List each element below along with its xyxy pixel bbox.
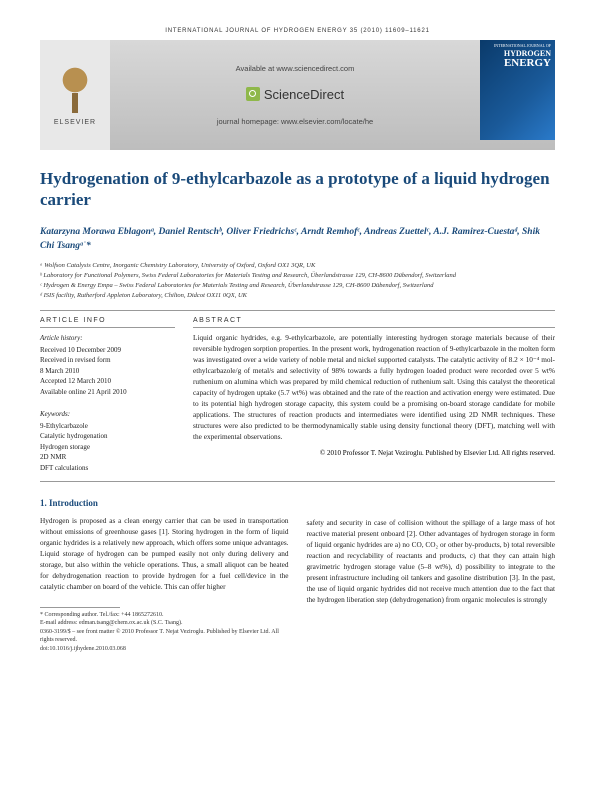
history-revised-2: 8 March 2010 [40,366,175,377]
intro-col1: Hydrogen is proposed as a clean energy c… [40,516,289,593]
corresponding-author: * Corresponding author. Tel./fax: +44 18… [40,611,289,619]
sciencedirect-logo: ScienceDirect [246,87,344,102]
sciencedirect-icon [246,87,260,101]
keyword-1: 9-Ethylcarbazole [40,421,175,432]
keyword-5: DFT calculations [40,463,175,474]
history-revised-1: Received in revised form [40,355,175,366]
article-history: Article history: Received 10 December 20… [40,333,175,397]
elsevier-label: ELSEVIER [54,119,96,126]
elsevier-logo: ELSEVIER [40,40,110,150]
divider [40,481,555,482]
abstract-label: ABSTRACT [193,317,555,328]
running-head: INTERNATIONAL JOURNAL OF HYDROGEN ENERGY… [40,28,555,34]
footnotes: * Corresponding author. Tel./fax: +44 18… [40,611,289,653]
cover-pretitle: INTERNATIONAL JOURNAL OF [484,44,551,48]
history-accepted: Accepted 12 March 2010 [40,376,175,387]
article-info-label: ARTICLE INFO [40,317,175,328]
intro-col2: safety and security in case of collision… [307,518,556,606]
keyword-2: Catalytic hydrogenation [40,431,175,442]
authors: Katarzyna Morawa Eblagonᵃ, Daniel Rentsc… [40,225,555,254]
history-online: Available online 21 April 2010 [40,387,175,398]
divider [40,310,555,311]
cover-title-2: ENERGY [484,58,551,69]
journal-homepage[interactable]: journal homepage: www.elsevier.com/locat… [110,117,480,126]
affil-a: ᵃ Wolfson Catalysis Centre, Inorganic Ch… [40,261,555,270]
abstract-text: Liquid organic hydrides, e.g. 9-ethylcar… [193,333,555,442]
elsevier-tree-icon [55,65,95,115]
copyright: © 2010 Professor T. Nejat Veziroglu. Pub… [193,449,555,457]
history-head: Article history: [40,333,175,344]
section-1-head: 1. Introduction [40,498,289,508]
affil-c: ᶜ Hydrogen & Energy Empa – Swiss Federal… [40,281,555,290]
affiliations: ᵃ Wolfson Catalysis Centre, Inorganic Ch… [40,261,555,300]
history-received: Received 10 December 2009 [40,345,175,356]
keywords-head: Keywords: [40,409,175,420]
email[interactable]: E-mail address: edman.tsang@chem.ox.ac.u… [40,619,289,627]
issn-line: 0360-3199/$ – see front matter © 2010 Pr… [40,628,289,645]
article-title: Hydrogenation of 9-ethylcarbazole as a p… [40,168,555,211]
keyword-4: 2D NMR [40,452,175,463]
footnote-rule [40,607,120,608]
journal-cover-thumb: INTERNATIONAL JOURNAL OF HYDROGEN ENERGY [480,40,555,140]
doi[interactable]: doi:10.1016/j.ijhydene.2010.03.068 [40,645,289,653]
sciencedirect-text: ScienceDirect [264,87,344,102]
affil-d: ᵈ ISIS facility, Rutherford Appleton Lab… [40,291,555,300]
keywords: Keywords: 9-Ethylcarbazole Catalytic hyd… [40,409,175,473]
affil-b: ᵇ Laboratory for Functional Polymers, Sw… [40,271,555,280]
journal-banner: ELSEVIER Available at www.sciencedirect.… [40,40,555,150]
available-at: Available at www.sciencedirect.com [110,64,480,73]
keyword-3: Hydrogen storage [40,442,175,453]
